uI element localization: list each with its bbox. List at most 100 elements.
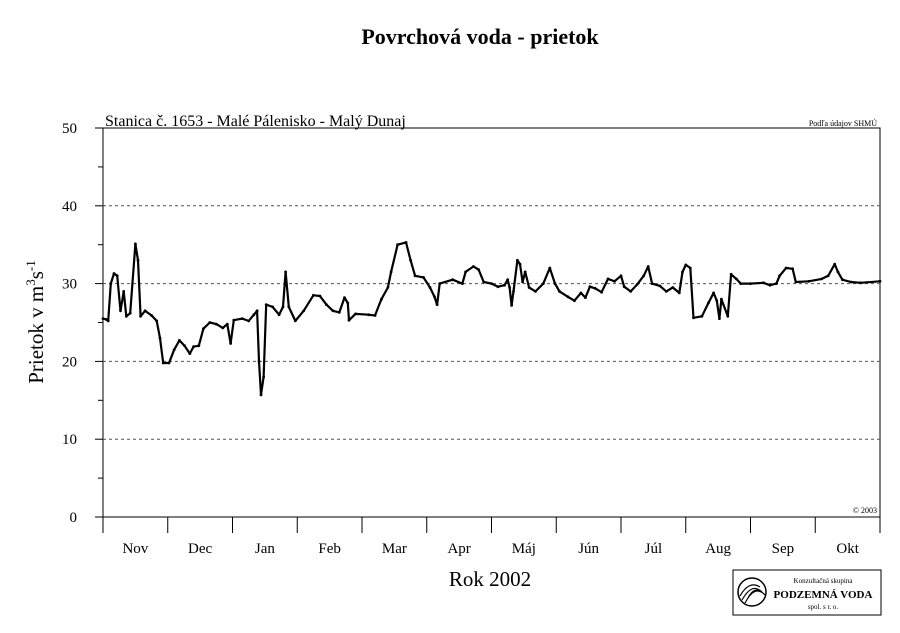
y-axis-label-sup1: 3	[23, 279, 38, 286]
data-point	[566, 295, 570, 299]
data-point	[104, 318, 108, 321]
data-point	[208, 321, 212, 324]
data-point	[646, 265, 650, 268]
x-tick-label-Aug: Aug	[705, 541, 731, 557]
data-point	[518, 262, 522, 266]
logo-line2: PODZEMNÁ VODA	[774, 589, 873, 601]
data-point	[464, 270, 467, 274]
x-tick-label-Máj: Máj	[512, 541, 536, 557]
data-point	[281, 305, 285, 309]
data-point	[503, 283, 506, 287]
data-point	[262, 375, 265, 379]
data-point	[386, 286, 390, 289]
data-point	[534, 290, 537, 293]
x-tick-label-Sep: Sep	[772, 541, 795, 557]
data-point	[167, 361, 171, 365]
data-point	[229, 342, 233, 345]
data-point	[354, 312, 357, 316]
source-note: Podľa údajov SHMÚ	[809, 118, 877, 128]
data-point	[629, 290, 633, 293]
data-point	[677, 291, 681, 295]
data-point	[264, 303, 268, 306]
data-point	[389, 270, 393, 274]
data-point	[155, 319, 159, 323]
data-point	[214, 322, 218, 326]
data-point	[472, 265, 475, 268]
x-tick-label-Nov: Nov	[122, 541, 148, 557]
series-group	[101, 241, 882, 397]
data-point	[584, 296, 587, 299]
data-point	[287, 305, 291, 309]
data-point	[849, 280, 853, 284]
data-point	[284, 270, 287, 274]
y-axis-label-sup2: -1	[23, 260, 38, 271]
data-point	[707, 301, 710, 305]
copyright-label: © 2003	[853, 506, 877, 515]
data-point	[664, 290, 668, 293]
data-point	[112, 272, 116, 275]
y-tick-label-0: 0	[70, 510, 78, 526]
data-point	[558, 290, 561, 293]
data-point	[510, 304, 513, 307]
y-tick-label-50: 50	[62, 121, 77, 137]
data-point	[553, 282, 557, 285]
data-point	[188, 352, 192, 355]
series-line-0	[102, 241, 881, 396]
data-point	[496, 285, 500, 289]
data-point	[106, 319, 110, 323]
x-tick-label-Feb: Feb	[318, 541, 341, 557]
data-point	[642, 274, 646, 278]
data-point	[115, 274, 119, 278]
grid-lines	[103, 205, 880, 440]
data-point	[490, 282, 493, 285]
data-point	[739, 282, 743, 285]
data-point	[225, 322, 229, 326]
data-point	[178, 339, 181, 342]
data-point	[367, 313, 370, 317]
y-axis-label: Prietok v m3s-1	[23, 260, 48, 384]
y-tick-label-40: 40	[62, 199, 77, 215]
data-point	[516, 258, 519, 262]
data-point	[422, 276, 425, 279]
data-point	[613, 279, 616, 283]
data-point	[221, 326, 225, 330]
y-tick-label-20: 20	[62, 354, 77, 370]
data-point	[688, 266, 692, 270]
data-point	[820, 277, 824, 281]
data-point	[158, 336, 162, 340]
data-point	[134, 242, 137, 246]
data-point	[715, 299, 719, 303]
data-point	[527, 286, 531, 289]
data-point	[791, 267, 794, 271]
data-point	[302, 309, 306, 313]
data-point	[428, 286, 432, 289]
x-tick-label-Mar: Mar	[382, 541, 407, 557]
data-point	[775, 282, 778, 285]
data-point	[579, 291, 583, 295]
data-point	[681, 270, 684, 274]
plot-frame	[102, 127, 881, 518]
data-point	[247, 319, 251, 323]
data-point	[650, 282, 654, 285]
data-point	[729, 272, 733, 276]
data-point	[768, 283, 772, 287]
data-point	[139, 314, 143, 318]
data-point	[325, 303, 328, 306]
data-point	[841, 278, 844, 282]
data-point	[671, 286, 675, 289]
data-point	[482, 280, 486, 284]
data-point	[343, 296, 346, 299]
data-point	[240, 317, 244, 320]
data-point	[778, 274, 781, 278]
station-label: Stanica č. 1653 - Malé Pálenisko - Malý …	[105, 113, 406, 130]
data-point	[548, 266, 552, 270]
data-point	[859, 281, 862, 285]
data-point	[451, 278, 455, 282]
data-point	[318, 294, 322, 298]
data-point	[312, 293, 315, 297]
x-tick-label-Jan: Jan	[255, 541, 275, 557]
x-tick-label-Okt: Okt	[836, 541, 859, 557]
data-point	[252, 313, 256, 317]
data-point	[183, 344, 187, 348]
data-point	[506, 278, 510, 282]
